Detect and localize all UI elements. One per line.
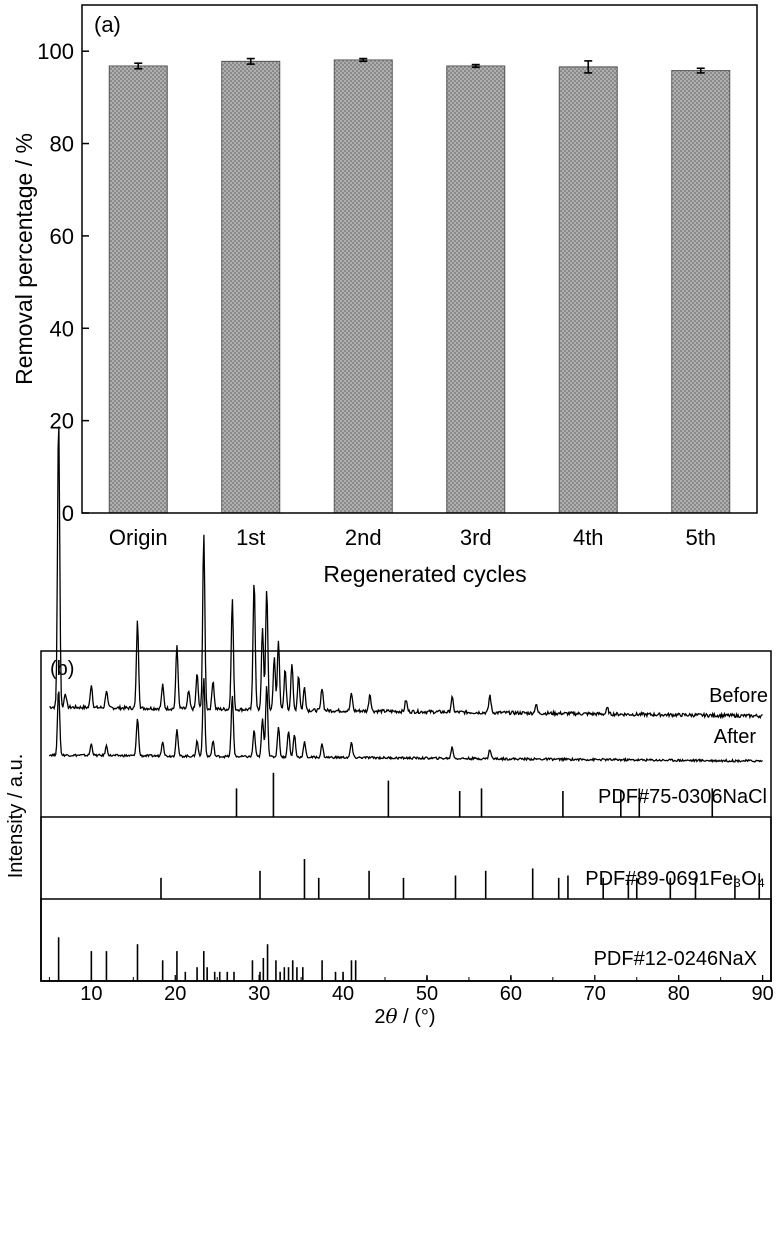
y-axis-ticks: 0 20 40 60 80 100	[37, 39, 89, 526]
xrd-patterns	[48, 426, 763, 764]
error-bar-origin	[134, 62, 143, 70]
error-bar-1st	[246, 57, 255, 65]
panel-label-a: (a)	[94, 12, 121, 37]
xrd-trace-after	[48, 678, 763, 764]
panel-label-b: (b)	[50, 658, 74, 680]
series-label-after: After	[714, 726, 757, 748]
reference-label-nacl: PDF#75-0306NaCl	[598, 786, 767, 808]
bar-3rd	[446, 65, 506, 514]
series-label-before: Before	[709, 685, 768, 707]
x-tick-label: 50	[416, 983, 438, 1005]
error-bar-5th	[696, 67, 705, 74]
y-axis-title-a: Removal percentage / %	[11, 133, 37, 385]
reference-label-fe3o4: PDF#89-0691Fe₃O₄	[585, 868, 765, 890]
reference-sticks-3	[57, 937, 512, 981]
y-tick-label: 60	[50, 224, 74, 249]
y-tick-label: 80	[50, 132, 74, 157]
x-tick-label: 80	[668, 983, 690, 1005]
y-tick-label: 40	[50, 316, 74, 341]
plot-frame-a	[81, 4, 758, 514]
x-axis-title-b: 2θ / (°)	[374, 1004, 435, 1028]
y-tick-label: 20	[50, 409, 74, 434]
x-tick-label: 10	[80, 983, 102, 1005]
x-tick-label: 30	[248, 983, 270, 1005]
x-tick-label: Origin	[109, 525, 168, 550]
xrd-trace-before	[49, 426, 763, 720]
reference-patterns	[57, 772, 761, 981]
x-axis-ticks-b: 10 20 30 40 50 60 70 80 90	[48, 975, 774, 1005]
x-axis-title-b-theta: θ	[386, 1004, 398, 1028]
plot-frame-b-divider2	[40, 898, 772, 982]
error-bar-4th	[584, 60, 593, 74]
x-axis-title-b-prefix: 2	[374, 1006, 385, 1028]
y-tick-label: 0	[62, 501, 74, 526]
y-axis-title-b: Intensity / a.u.	[5, 754, 27, 879]
error-bar-3rd	[471, 63, 480, 69]
y-tick-label: 100	[37, 39, 74, 64]
x-tick-label: 20	[164, 983, 186, 1005]
bar-5th	[671, 70, 731, 514]
bar-2nd	[333, 59, 393, 514]
reference-label-nax: PDF#12-0246NaX	[594, 948, 757, 970]
x-axis-ticks: Origin 1st 2nd 3rd 4th 5th	[109, 525, 716, 550]
bar-chart-panel: 0 20 40 60 80 100 Origin 1st 2nd 3rd 4th 5th (a) R…	[11, 4, 758, 587]
reference-sticks-2	[160, 859, 761, 899]
x-axis-title-a: Regenerated cycles	[323, 561, 526, 587]
x-tick-label: 2nd	[345, 525, 382, 550]
x-tick-label: 90	[751, 983, 773, 1005]
bar-origin	[108, 65, 168, 514]
x-axis-title-b-suffix: / (°)	[398, 1006, 436, 1028]
x-tick-label: 1st	[236, 525, 265, 550]
x-tick-label: 70	[584, 983, 606, 1005]
reference-sticks-1	[235, 772, 714, 817]
x-tick-label: 4th	[573, 525, 604, 550]
x-tick-label: 3rd	[460, 525, 492, 550]
bar-4th	[558, 66, 618, 514]
bar-series	[108, 59, 731, 514]
error-bar-2nd	[359, 57, 368, 63]
bar-1st	[221, 60, 281, 514]
error-bars	[134, 57, 705, 74]
x-tick-label: 5th	[685, 525, 716, 550]
x-tick-label: 60	[500, 983, 522, 1005]
x-tick-label: 40	[332, 983, 354, 1005]
xrd-panel: 10 20 30 40 50 60 70 80 90 (b) Before After PDF#…	[5, 426, 774, 1028]
